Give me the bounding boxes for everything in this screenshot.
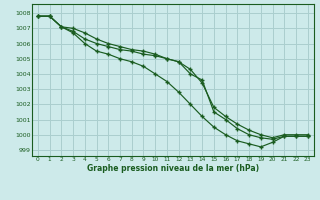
X-axis label: Graphe pression niveau de la mer (hPa): Graphe pression niveau de la mer (hPa) (87, 164, 259, 173)
